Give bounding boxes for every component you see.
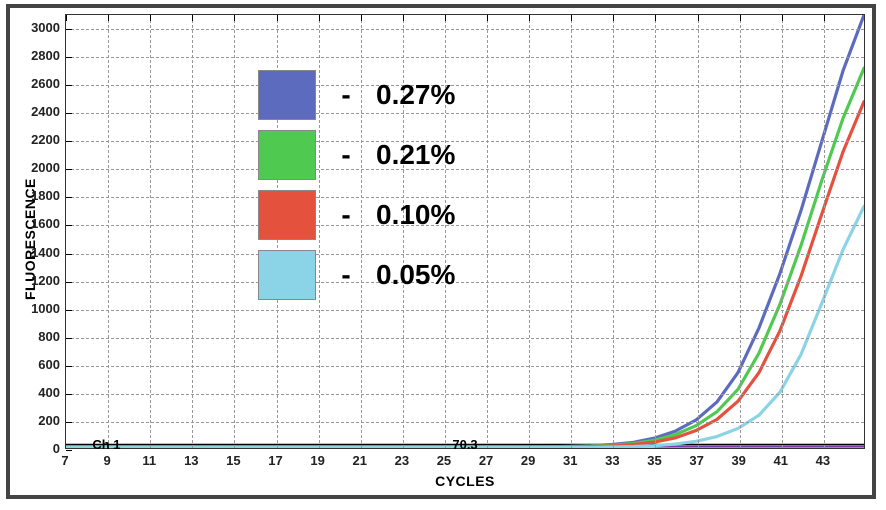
legend-swatch	[258, 70, 316, 120]
annotation-ch1: Ch 1	[92, 437, 120, 452]
legend-dash: -	[316, 199, 376, 231]
x-tick-label: 19	[306, 453, 330, 468]
legend-swatch	[258, 250, 316, 300]
y-tick-label: 600	[20, 357, 60, 372]
series-s005	[66, 206, 864, 447]
y-tick-label: 2800	[20, 48, 60, 63]
legend-dash: -	[316, 139, 376, 171]
legend-value: 0.10%	[376, 199, 455, 231]
x-axis-title: CYCLES	[65, 473, 865, 489]
y-tick-label: 1400	[20, 245, 60, 260]
y-tick-label: 1000	[20, 301, 60, 316]
x-tick-label: 37	[685, 453, 709, 468]
y-tick-label: 2400	[20, 104, 60, 119]
y-tick-label: 1800	[20, 188, 60, 203]
legend-swatch	[258, 190, 316, 240]
x-tick-label: 11	[137, 453, 161, 468]
x-tick-label: 43	[811, 453, 835, 468]
y-tick-label: 2000	[20, 160, 60, 175]
x-tick-label: 27	[474, 453, 498, 468]
x-tick-label: 21	[348, 453, 372, 468]
chart-container: FLUORESCENCE CYCLES -0.27%-0.21%-0.10%-0…	[0, 0, 886, 510]
x-tick-label: 33	[600, 453, 624, 468]
y-tick-label: 3000	[20, 20, 60, 35]
y-tick-label: 2600	[20, 76, 60, 91]
x-tick-label: 7	[53, 453, 77, 468]
x-tick-label: 39	[727, 453, 751, 468]
legend-value: 0.05%	[376, 259, 455, 291]
y-tick-label: 200	[20, 413, 60, 428]
legend-value: 0.21%	[376, 139, 455, 171]
y-tick-label: 1200	[20, 273, 60, 288]
x-tick-label: 41	[769, 453, 793, 468]
x-tick-label: 25	[432, 453, 456, 468]
annotation-thresh: 70.3	[452, 437, 477, 452]
x-tick-label: 31	[558, 453, 582, 468]
x-tick-label: 35	[642, 453, 666, 468]
x-tick-label: 29	[516, 453, 540, 468]
legend-row: -0.27%	[258, 70, 455, 120]
legend-swatch	[258, 130, 316, 180]
curves-svg	[66, 15, 864, 448]
y-tick-label: 400	[20, 385, 60, 400]
series-s010	[66, 102, 864, 448]
y-tick-label: 2200	[20, 132, 60, 147]
legend-row: -0.21%	[258, 130, 455, 180]
x-tick-label: 23	[390, 453, 414, 468]
x-tick-label: 15	[221, 453, 245, 468]
x-tick-label: 17	[264, 453, 288, 468]
y-tick-label: 1600	[20, 216, 60, 231]
plot-area	[65, 14, 865, 449]
legend-row: -0.10%	[258, 190, 455, 240]
x-tick-label: 13	[179, 453, 203, 468]
x-tick-label: 9	[95, 453, 119, 468]
series-s027	[66, 15, 864, 447]
y-tick-label: 800	[20, 329, 60, 344]
legend: -0.27%-0.21%-0.10%-0.05%	[258, 70, 455, 310]
legend-dash: -	[316, 79, 376, 111]
legend-value: 0.27%	[376, 79, 455, 111]
legend-row: -0.05%	[258, 250, 455, 300]
legend-dash: -	[316, 259, 376, 291]
